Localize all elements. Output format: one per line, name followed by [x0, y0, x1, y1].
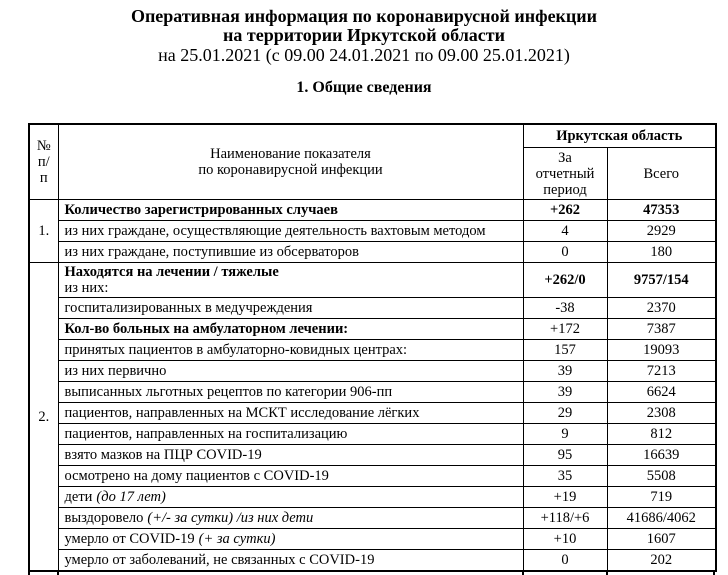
- document-title: Оперативная информация по коронавирусной…: [0, 0, 728, 66]
- table-row: умерло от COVID-19 (+ за сутки) +10 1607: [29, 528, 717, 550]
- table-row: взято мазков на ПЦР COVID-19 95 16639: [29, 444, 717, 466]
- total-value-cell: 7387: [606, 318, 717, 340]
- indicator-cell: осмотрено на дому пациентов с COVID-19: [57, 465, 524, 487]
- table-row: из них первично 39 7213: [29, 360, 717, 382]
- period-value-cell: 35: [522, 465, 608, 487]
- total-value-cell: 47353: [606, 199, 717, 221]
- table-header: № п/п Наименование показателя по коронав…: [28, 123, 717, 200]
- period-value-cell: 0: [522, 241, 608, 263]
- total-value-cell: 180: [606, 241, 717, 263]
- table-cutoff-stub: [57, 572, 59, 575]
- indicator-cell: пациентов, направленных на госпитализаци…: [57, 423, 524, 445]
- period-value-cell: +262: [522, 199, 608, 221]
- period-value-cell: 95: [522, 444, 608, 466]
- indicator-main-label: дети: [64, 489, 93, 505]
- indicator-cell: выписанных льготных рецептов по категори…: [57, 381, 524, 403]
- table-row: пациентов, направленных на госпитализаци…: [29, 423, 717, 445]
- table-cutoff-stub: [713, 572, 715, 575]
- period-value-cell: 4: [522, 220, 608, 242]
- section-heading: 1. Общие сведения: [296, 79, 432, 96]
- period-value-cell: +19: [522, 486, 608, 508]
- period-value-cell: +10: [522, 528, 608, 550]
- period-value-cell: +262/0: [522, 262, 608, 298]
- total-value-cell: 16639: [606, 444, 717, 466]
- total-value-cell: 41686/4062: [606, 507, 717, 529]
- col-header-num: № п/п: [28, 123, 59, 200]
- indicator-cell: выздоровело (+/- за сутки) /из них дети: [57, 507, 524, 529]
- total-value-cell: 1607: [606, 528, 717, 550]
- table-row: принятых пациентов в амбулаторно-ковидны…: [29, 339, 717, 361]
- table-cutoff-stub: [522, 572, 524, 575]
- table-body: 1. Количество зарегистрированных случаев…: [28, 199, 717, 572]
- total-value-cell: 719: [606, 486, 717, 508]
- row-group-number: 2.: [28, 262, 59, 572]
- period-value-cell: 39: [522, 360, 608, 382]
- indicator-cell: принятых пациентов в амбулаторно-ковидны…: [57, 339, 524, 361]
- period-value-cell: 0: [522, 549, 608, 572]
- total-value-cell: 6624: [606, 381, 717, 403]
- table-row: осмотрено на дому пациентов с COVID-19 3…: [29, 465, 717, 487]
- col-header-indicator: Наименование показателя по коронавирусно…: [57, 123, 524, 200]
- total-value-cell: 2308: [606, 402, 717, 424]
- total-value-cell: 5508: [606, 465, 717, 487]
- indicator-cell: дети (до 17 лет): [57, 486, 524, 508]
- indicator-cell: из них граждане, осуществляющие деятельн…: [57, 220, 524, 242]
- indicator-cell: умерло от COVID-19 (+ за сутки): [57, 528, 524, 550]
- indicator-cell: взято мазков на ПЦР COVID-19: [57, 444, 524, 466]
- table-row: умерло от заболеваний, не связанных с CO…: [29, 549, 717, 572]
- total-value-cell: 2929: [606, 220, 717, 242]
- table-row: дети (до 17 лет) +19 719: [29, 486, 717, 508]
- table-cutoff-stub: [606, 572, 608, 575]
- indicator-italic-note: (до 17 лет): [96, 489, 166, 505]
- indicator-main-label: Находятся на лечении / тяжелые: [64, 264, 279, 280]
- period-value-cell: 29: [522, 402, 608, 424]
- total-value-cell: 2370: [606, 297, 717, 319]
- table-row: Кол-во больных на амбулаторном лечении: …: [29, 318, 717, 340]
- total-value-cell: 19093: [606, 339, 717, 361]
- indicator-main-label: умерло от COVID-19: [64, 531, 195, 547]
- period-value-cell: +172: [522, 318, 608, 340]
- table-row: 2. Находятся на лечении / тяжелые из них…: [28, 262, 717, 572]
- period-value-cell: +118/+6: [522, 507, 608, 529]
- table-row: пациентов, направленных на МСКТ исследов…: [29, 402, 717, 424]
- table-row: госпитализированных в медучреждения -38 …: [29, 297, 717, 319]
- indicator-cell: пациентов, направленных на МСКТ исследов…: [57, 402, 524, 424]
- title-line-3: на 25.01.2021 (с 09.00 24.01.2021 по 09.…: [158, 45, 570, 65]
- total-value-cell: 9757/154: [606, 262, 717, 298]
- indicator-cell: из них граждане, поступившие из обсерват…: [57, 241, 524, 263]
- row-group-number: 1.: [28, 199, 59, 263]
- table-row: выписанных льготных рецептов по категори…: [29, 381, 717, 403]
- indicator-cell: Находятся на лечении / тяжелые из них:: [57, 262, 524, 298]
- indicator-cell: из них первично: [57, 360, 524, 382]
- table-row: из них граждане, осуществляющие деятельн…: [29, 220, 717, 242]
- period-value-cell: 9: [522, 423, 608, 445]
- table-cutoff-stubs: [28, 572, 715, 575]
- period-value-cell: 157: [522, 339, 608, 361]
- col-header-period: За отчетный период: [522, 147, 608, 200]
- period-value-cell: -38: [522, 297, 608, 319]
- table-row: выздоровело (+/- за сутки) /из них дети +…: [29, 507, 717, 529]
- period-value-cell: 39: [522, 381, 608, 403]
- table-row: 1. Количество зарегистрированных случаев…: [28, 199, 717, 263]
- header-row-1: № п/п Наименование показателя по коронав…: [28, 123, 717, 200]
- total-value-cell: 812: [606, 423, 717, 445]
- indicator-italic-note: (+/- за сутки) /из них дети: [147, 510, 314, 526]
- indicator-cell: Кол-во больных на амбулаторном лечении:: [57, 318, 524, 340]
- title-line-1: Оперативная информация по коронавирусной…: [130, 6, 598, 26]
- total-value-cell: 7213: [606, 360, 717, 382]
- indicator-italic-note: (+ за сутки): [198, 531, 276, 547]
- table-row: из них граждане, поступившие из обсерват…: [29, 241, 717, 263]
- col-header-total: Всего: [606, 147, 717, 200]
- indicator-cell: умерло от заболеваний, не связанных с CO…: [57, 549, 524, 572]
- indicator-sub-label: из них:: [64, 280, 109, 296]
- indicator-cell: Количество зарегистрированных случаев: [57, 199, 524, 221]
- indicator-main-label: выздоровело: [64, 510, 144, 526]
- summary-table: № п/п Наименование показателя по коронав…: [28, 123, 717, 572]
- table-cutoff-stub: [28, 572, 30, 575]
- col-header-region: Иркутская область: [522, 123, 717, 148]
- indicator-cell: госпитализированных в медучреждения: [57, 297, 524, 319]
- title-line-2: на территории Иркутской области: [223, 25, 505, 45]
- total-value-cell: 202: [606, 549, 717, 572]
